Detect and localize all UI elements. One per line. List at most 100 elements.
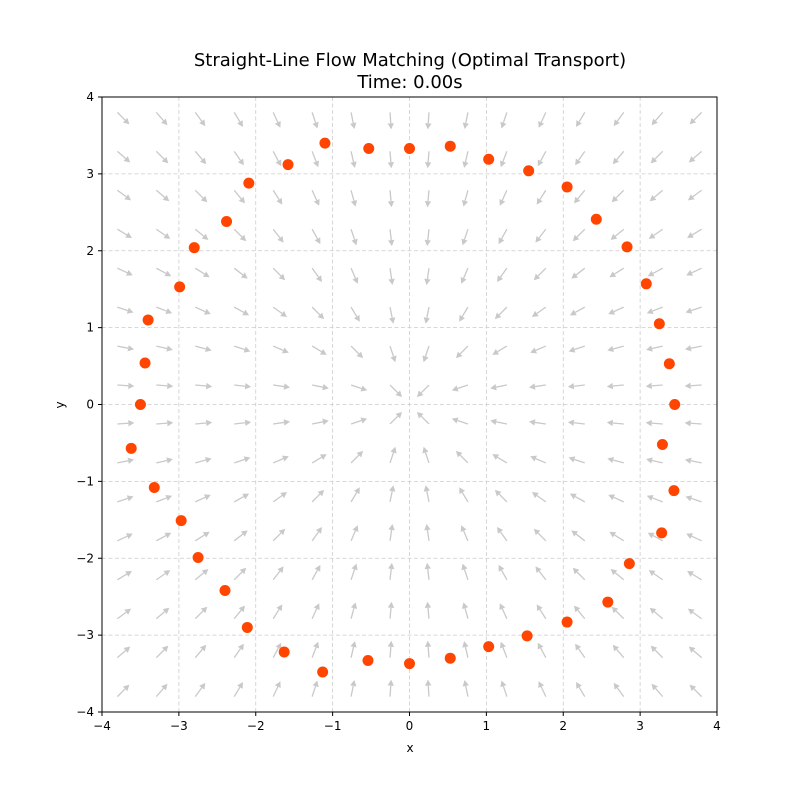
field-arrow [530, 345, 547, 354]
data-point [653, 318, 665, 330]
field-arrow [424, 268, 431, 286]
field-arrow [610, 228, 625, 240]
field-arrow [117, 571, 132, 581]
field-arrow [311, 641, 320, 658]
field-arrow [424, 562, 431, 580]
field-arrow [494, 489, 508, 503]
field-arrow [423, 306, 430, 324]
field-arrow [572, 228, 586, 242]
axis-ticks: −4 −3 −2 −1 0 1 2 3 4 −4 −3 −2 −1 0 1 2 3 4 [76, 90, 721, 733]
field-arrow [575, 643, 586, 659]
field-arrow [490, 384, 508, 391]
data-point [444, 652, 456, 664]
data-point [278, 646, 290, 658]
field-arrow [686, 267, 702, 276]
data-point [282, 159, 294, 171]
field-arrow [610, 569, 625, 581]
field-arrow [498, 564, 508, 581]
field-arrow [194, 111, 206, 127]
data-point [669, 399, 681, 410]
data-point [590, 213, 602, 225]
field-arrow [496, 526, 508, 542]
data-point [656, 438, 668, 450]
field-arrow [424, 229, 431, 247]
field-arrow [273, 419, 291, 426]
field-arrow [195, 382, 213, 390]
field-arrow [416, 384, 430, 398]
field-arrow [649, 189, 664, 202]
field-arrow [387, 601, 395, 619]
field-arrow [311, 190, 320, 206]
field-arrow [311, 603, 320, 619]
field-arrow [272, 151, 282, 167]
y-tick-label: −4 [76, 705, 94, 719]
field-arrow [311, 306, 325, 320]
x-tick-label: 2 [559, 719, 567, 733]
field-arrow [462, 679, 469, 697]
data-point [219, 585, 231, 597]
field-arrow [687, 228, 702, 238]
field-arrow [606, 419, 624, 427]
field-arrow [611, 606, 625, 620]
field-arrow [116, 111, 130, 125]
field-arrow [350, 151, 357, 168]
field-arrow [311, 228, 321, 245]
y-tick-label: 0 [86, 398, 94, 412]
data-point [319, 137, 331, 149]
field-arrow [689, 111, 703, 125]
y-tick-label: 2 [86, 244, 94, 258]
field-arrow [350, 450, 364, 464]
field-arrow [613, 111, 625, 127]
field-arrow [460, 267, 469, 284]
field-arrow [195, 306, 211, 315]
field-arrow [572, 567, 586, 581]
field-arrow [608, 306, 624, 315]
field-arrow [684, 345, 702, 352]
field-arrow [350, 417, 368, 425]
x-tick-label: −3 [170, 719, 188, 733]
field-arrow [648, 228, 664, 239]
field-arrow [350, 602, 358, 619]
field-arrow [311, 418, 329, 425]
data-point [521, 630, 533, 642]
field-arrow [311, 526, 323, 542]
data-point [192, 551, 204, 563]
field-arrow [116, 684, 130, 698]
field-arrow [194, 531, 210, 542]
x-tick-label: 0 [406, 719, 414, 733]
y-axis-label: y [53, 401, 67, 408]
field-arrow [535, 566, 547, 581]
x-tick-label: −4 [93, 719, 111, 733]
field-arrow [646, 306, 663, 315]
field-arrow [194, 150, 207, 165]
field-arrow [537, 151, 547, 167]
field-arrow [685, 306, 702, 314]
field-arrow [607, 345, 624, 353]
field-arrow [567, 383, 585, 390]
field-arrow [535, 228, 547, 243]
field-arrow [645, 419, 663, 427]
field-arrow [574, 189, 586, 204]
field-arrow [388, 268, 395, 286]
field-arrow [455, 450, 469, 464]
field-arrow [194, 267, 210, 278]
field-arrow [651, 111, 664, 126]
field-arrow [311, 680, 319, 697]
field-arrow [684, 457, 702, 464]
field-arrow [606, 382, 624, 390]
data-point [640, 278, 652, 290]
field-arrow [422, 446, 430, 464]
field-arrow [536, 189, 547, 205]
field-arrow [272, 566, 284, 581]
field-arrow [233, 267, 248, 279]
field-arrow [608, 494, 624, 503]
data-point [668, 485, 680, 497]
field-arrow [574, 605, 586, 620]
field-arrow [117, 495, 134, 503]
chart-subtitle: Time: 0.00s [356, 72, 462, 93]
field-arrow [233, 189, 245, 204]
field-arrow [350, 190, 358, 207]
field-arrow [194, 569, 209, 581]
field-arrow [117, 228, 132, 238]
